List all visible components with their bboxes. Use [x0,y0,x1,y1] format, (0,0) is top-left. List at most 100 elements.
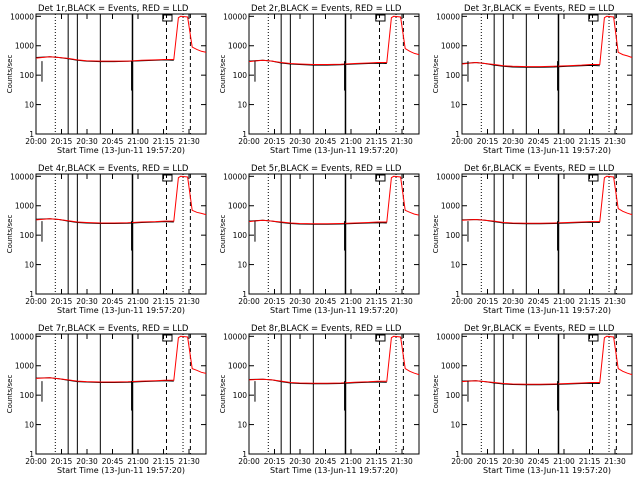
x-tick-label: 21:15 [579,457,601,466]
y-tick-label: 10 [237,421,247,430]
plot-frame [248,13,420,135]
x-tick-label: 21:30 [178,137,200,146]
lld-series-line [461,15,633,68]
x-tick-label: 21:15 [579,297,601,306]
x-tick-label: 21:30 [391,457,413,466]
x-axis-label: Start Time (13-Jun-11 19:57:20) [483,306,611,315]
x-tick-label: 21:15 [366,297,388,306]
y-tick-label: 1000 [15,202,34,211]
interval-marker [588,14,599,22]
x-tick-label: 20:45 [102,297,124,306]
x-tick-label: 20:00 [451,297,473,306]
y-tick-label: 1000 [228,202,247,211]
detector-panel: Det 9r,BLACK = Events, RED = LLD 1 10 100 10… [432,324,633,475]
y-axis-label: Counts/sec [6,375,14,414]
y-tick-label: 100 [20,71,35,80]
x-tick-label: 20:30 [502,137,524,146]
x-tick-label: 20:45 [102,137,124,146]
y-tick-label: 10 [237,261,247,270]
y-tick-label: 10000 [223,172,247,181]
x-axis-label: Start Time (13-Jun-11 19:57:20) [57,306,185,315]
lld-series-line [35,15,207,62]
x-tick-label: 21:30 [604,297,626,306]
y-tick-label: 10000 [10,172,34,181]
x-tick-label: 21:15 [366,457,388,466]
x-tick-label: 20:15 [51,457,73,466]
y-tick-label: 10 [24,421,34,430]
x-tick-label: 20:15 [477,137,499,146]
x-tick-label: 20:30 [76,457,98,466]
interval-marker [162,334,173,342]
lld-series-line [248,175,420,225]
lld-series-line [248,335,420,384]
y-tick-label: 1 [242,290,247,299]
y-tick-label: 1 [455,450,460,459]
interval-marker [162,14,173,22]
x-axis-label: Start Time (13-Jun-11 19:57:20) [483,146,611,155]
x-tick-label: 20:00 [25,457,47,466]
interval-marker [588,174,599,182]
y-tick-label: 1 [242,130,247,139]
interval-marker [588,334,599,342]
x-tick-label: 20:00 [25,137,47,146]
y-tick-label: 1000 [15,362,34,371]
lld-series-line [461,175,633,224]
y-tick-label: 10 [237,101,247,110]
x-tick-label: 20:00 [238,137,260,146]
x-tick-label: 21:15 [366,137,388,146]
x-tick-label: 20:45 [528,297,550,306]
panel-title: Det 9r,BLACK = Events, RED = LLD [464,324,615,334]
plot-frame [461,333,633,455]
y-axis-label: Counts/sec [432,375,440,414]
panel-title: Det 8r,BLACK = Events, RED = LLD [251,324,402,334]
x-tick-label: 20:00 [451,457,473,466]
detector-panel: Det 6r,BLACK = Events, RED = LLD 1 10 100 10… [432,164,633,315]
y-tick-label: 1000 [15,42,34,51]
y-tick-label: 10000 [436,172,460,181]
y-tick-label: 10 [24,101,34,110]
x-tick-label: 21:00 [340,457,362,466]
y-tick-label: 1 [242,450,247,459]
x-tick-label: 21:00 [127,137,149,146]
y-tick-label: 100 [20,391,35,400]
x-tick-label: 21:30 [604,137,626,146]
y-tick-label: 10000 [436,12,460,21]
y-tick-label: 100 [233,391,248,400]
x-tick-label: 20:45 [315,297,337,306]
x-tick-label: 20:15 [264,137,286,146]
x-tick-label: 21:30 [391,297,413,306]
y-tick-label: 10 [24,261,34,270]
x-tick-label: 20:45 [528,457,550,466]
x-tick-label: 20:30 [289,457,311,466]
plot-frame [35,173,207,295]
interval-marker [375,334,386,342]
detector-panel: Det 8r,BLACK = Events, RED = LLD 1 10 100 10… [219,324,420,475]
y-tick-label: 1000 [441,42,460,51]
x-tick-label: 20:15 [477,457,499,466]
detector-panel: Det 7r,BLACK = Events, RED = LLD 1 10 100 10… [6,324,207,475]
x-tick-label: 20:00 [238,297,260,306]
y-tick-label: 10000 [223,12,247,21]
x-tick-label: 21:00 [340,137,362,146]
panel-title: Det 6r,BLACK = Events, RED = LLD [464,164,615,174]
x-axis-label: Start Time (13-Jun-11 19:57:20) [57,466,185,475]
x-axis-label: Start Time (13-Jun-11 19:57:20) [483,466,611,475]
x-tick-label: 20:15 [477,297,499,306]
y-tick-label: 1000 [228,42,247,51]
y-tick-label: 10000 [10,332,34,341]
x-tick-label: 20:15 [264,297,286,306]
panel-title: Det 3r,BLACK = Events, RED = LLD [464,4,615,14]
y-tick-label: 10000 [223,332,247,341]
x-tick-label: 21:30 [391,137,413,146]
y-tick-label: 10 [450,421,460,430]
panel-title: Det 7r,BLACK = Events, RED = LLD [38,324,189,334]
y-tick-label: 1 [29,290,34,299]
x-tick-label: 20:15 [264,457,286,466]
x-tick-label: 20:30 [76,297,98,306]
x-tick-label: 21:30 [178,457,200,466]
x-tick-label: 20:30 [502,297,524,306]
panel-title: Det 5r,BLACK = Events, RED = LLD [251,164,402,174]
x-tick-label: 20:15 [51,297,73,306]
y-tick-label: 1 [455,290,460,299]
